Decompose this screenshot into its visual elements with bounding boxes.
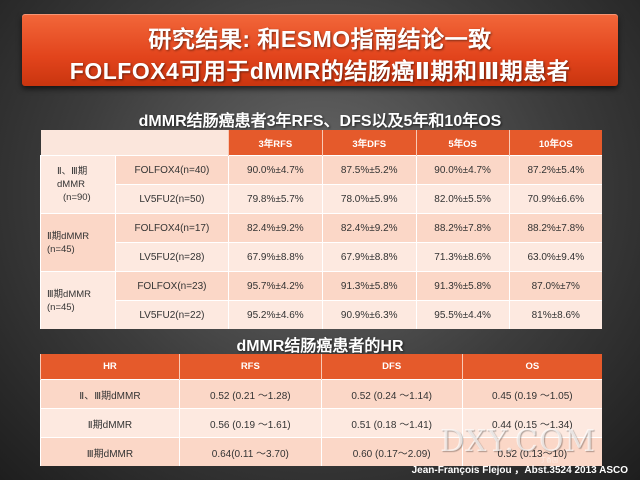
value-cell: 63.0%±9.4% xyxy=(508,242,602,272)
value-cell: 0.52 (0.24 ～1.14) xyxy=(320,379,463,409)
header-cell: 10年OS xyxy=(508,130,602,156)
value-cell: 70.9%±6.6% xyxy=(508,184,602,214)
value-cell: 0.64(0.11 ～3.70) xyxy=(178,437,322,466)
value-cell: 81%±8.6% xyxy=(508,300,602,329)
header-cell: DFS xyxy=(320,354,463,380)
treatment-cell: FOLFOX4(n=17) xyxy=(114,213,229,243)
title-line-2: FOLFOX4可用于dMMR的结肠癌Ⅱ期和Ⅲ期患者 xyxy=(69,58,571,84)
title-line-1: 研究结果: 和ESMO指南结论一致 xyxy=(148,26,492,52)
value-cell: 87.5%±5.2% xyxy=(321,155,417,185)
group-label-line: Ⅱ期dMMR xyxy=(47,230,90,242)
table-row: Ⅲ期dMMR 0.64(0.11 ～3.70) 0.60 (0.17～2.09)… xyxy=(40,437,602,466)
value-cell: 95.7%±4.2% xyxy=(227,271,323,301)
hazard-ratio-table: HR RFS DFS OS Ⅱ、Ⅲ期dMMR 0.52 (0.21 ～1.28)… xyxy=(40,354,602,466)
value-cell: 0.52 (0.21 ～1.28) xyxy=(178,379,322,409)
table-row: LV5FU2(n=22) 95.2%±4.6% 90.9%±6.3% 95.5%… xyxy=(41,300,602,329)
value-cell: 0.56 (0.19 ～1.61) xyxy=(178,408,322,438)
value-cell: 87.2%±5.4% xyxy=(508,155,602,185)
value-cell: 0.52 (0.13～10) xyxy=(461,437,602,466)
group-label: Ⅱ、Ⅲ期 dMMR (n=90) xyxy=(40,155,116,214)
table-row: Ⅱ、Ⅲ期dMMR 0.52 (0.21 ～1.28) 0.52 (0.24 ～1… xyxy=(40,379,602,409)
group-label: Ⅲ期dMMR (n=45) xyxy=(40,271,116,329)
value-cell: 67.9%±8.8% xyxy=(321,242,417,272)
header-cell xyxy=(115,130,229,156)
value-cell: 0.45 (0.19 ～1.05) xyxy=(461,379,602,409)
group-label-line: dMMR xyxy=(57,179,85,190)
table-row: Ⅱ、Ⅲ期 dMMR (n=90) FOLFOX4(n=40) 90.0%±4.7… xyxy=(40,155,602,214)
value-cell: 79.8%±5.7% xyxy=(227,184,323,214)
treatment-cell: LV5FU2(n=28) xyxy=(114,242,229,272)
watermark-subtext: 丁香园 xyxy=(540,458,559,464)
group-label-line: (n=90) xyxy=(63,192,91,203)
header-cell: OS xyxy=(461,354,602,380)
value-cell: 87.0%±7% xyxy=(508,271,602,301)
header-cell: HR xyxy=(40,354,180,380)
group-label-line: Ⅲ期dMMR xyxy=(47,288,92,300)
value-cell: 95.5%±4.4% xyxy=(415,300,510,329)
value-cell: 67.9%±8.8% xyxy=(227,242,323,272)
row-label: Ⅱ、Ⅲ期dMMR xyxy=(40,379,180,409)
value-cell: 82.0%±5.5% xyxy=(415,184,510,214)
value-cell: 71.3%±8.6% xyxy=(415,242,510,272)
header-cell: 3年DFS xyxy=(321,130,417,156)
value-cell: 0.51 (0.18 ～1.41) xyxy=(320,408,463,438)
table-row: LV5FU2(n=50) 79.8%±5.7% 78.0%±5.9% 82.0%… xyxy=(41,184,602,214)
group-label-line: (n=45) xyxy=(47,301,75,313)
value-cell: 91.3%±5.8% xyxy=(321,271,417,301)
table-row: Ⅱ期dMMR 0.56 (0.19 ～1.61) 0.51 (0.18 ～1.4… xyxy=(40,408,602,438)
value-cell: 88.2%±7.8% xyxy=(508,213,602,243)
header-cell: 3年RFS xyxy=(227,130,323,156)
treatment-cell: FOLFOX4(n=40) xyxy=(114,155,229,185)
table-row: Ⅲ期dMMR (n=45) FOLFOX(n=23) 95.7%±4.2% 91… xyxy=(40,271,602,329)
header-cell: 5年OS xyxy=(415,130,510,156)
value-cell: 78.0%±5.9% xyxy=(321,184,417,214)
value-cell: 0.60 (0.17～2.09) xyxy=(320,437,463,466)
table1-title: dMMR结肠癌患者3年RFS、DFS以及5年和10年OS xyxy=(138,113,502,130)
row-label: Ⅱ期dMMR xyxy=(40,408,180,438)
value-cell: 88.2%±7.8% xyxy=(415,213,510,243)
value-cell: 82.4%±9.2% xyxy=(227,213,323,243)
title-banner: 研究结果: 和ESMO指南结论一致 FOLFOX4可用于dMMR的结肠癌Ⅱ期和Ⅲ… xyxy=(22,14,618,86)
header-cell: RFS xyxy=(178,354,322,380)
value-cell: 90.0%±4.7% xyxy=(227,155,323,185)
value-cell: 0.44 (0.15 ～1.34) xyxy=(461,408,602,438)
value-cell: 90.0%±4.7% xyxy=(415,155,510,185)
table-row: LV5FU2(n=28) 67.9%±8.8% 67.9%±8.8% 71.3%… xyxy=(41,242,602,272)
treatment-cell: LV5FU2(n=22) xyxy=(114,300,229,329)
group-label-line: (n=45) xyxy=(47,243,75,255)
group-label: Ⅱ期dMMR (n=45) xyxy=(40,213,116,272)
group-label-line: Ⅱ、Ⅲ期 xyxy=(57,166,88,177)
value-cell: 82.4%±9.2% xyxy=(321,213,417,243)
citation: Jean-François Flejou ，Abst.3524 2013 ASC… xyxy=(411,465,628,476)
row-label: Ⅲ期dMMR xyxy=(40,437,180,466)
value-cell: 91.3%±5.8% xyxy=(415,271,510,301)
table2-title: dMMR结肠癌患者的HR xyxy=(236,338,404,355)
value-cell: 95.2%±4.6% xyxy=(227,300,323,329)
survival-table: 3年RFS 3年DFS 5年OS 10年OS Ⅱ、Ⅲ期 dMMR (n=90) … xyxy=(40,130,602,329)
table-header-row: 3年RFS 3年DFS 5年OS 10年OS xyxy=(40,130,602,156)
watermark-logo: DXY.COM xyxy=(440,424,597,459)
table-header-row: HR RFS DFS OS xyxy=(40,354,602,380)
treatment-cell: LV5FU2(n=50) xyxy=(114,184,229,214)
table-row: Ⅱ期dMMR (n=45) FOLFOX4(n=17) 82.4%±9.2% 8… xyxy=(40,213,602,272)
header-cell xyxy=(40,130,116,156)
treatment-cell: FOLFOX(n=23) xyxy=(114,271,229,301)
value-cell: 90.9%±6.3% xyxy=(321,300,417,329)
